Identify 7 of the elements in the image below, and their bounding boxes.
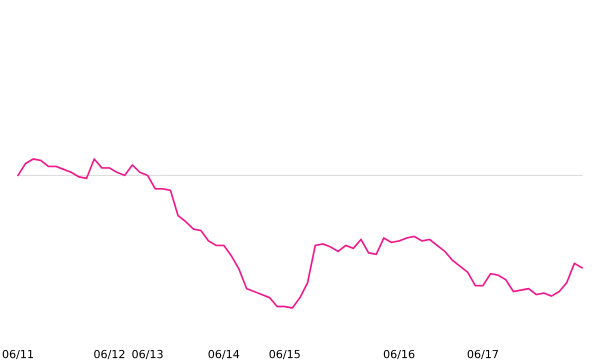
x-tick-label: 06/15 <box>269 350 300 360</box>
x-tick-label: 06/11 <box>2 350 33 360</box>
x-tick-label: 06/14 <box>208 350 240 360</box>
x-tick-label: 06/17 <box>468 350 498 360</box>
x-tick-label: 06/12 <box>94 350 124 360</box>
x-tick-label: 06/13 <box>132 350 163 360</box>
x-tick-label: 06/16 <box>384 350 414 360</box>
